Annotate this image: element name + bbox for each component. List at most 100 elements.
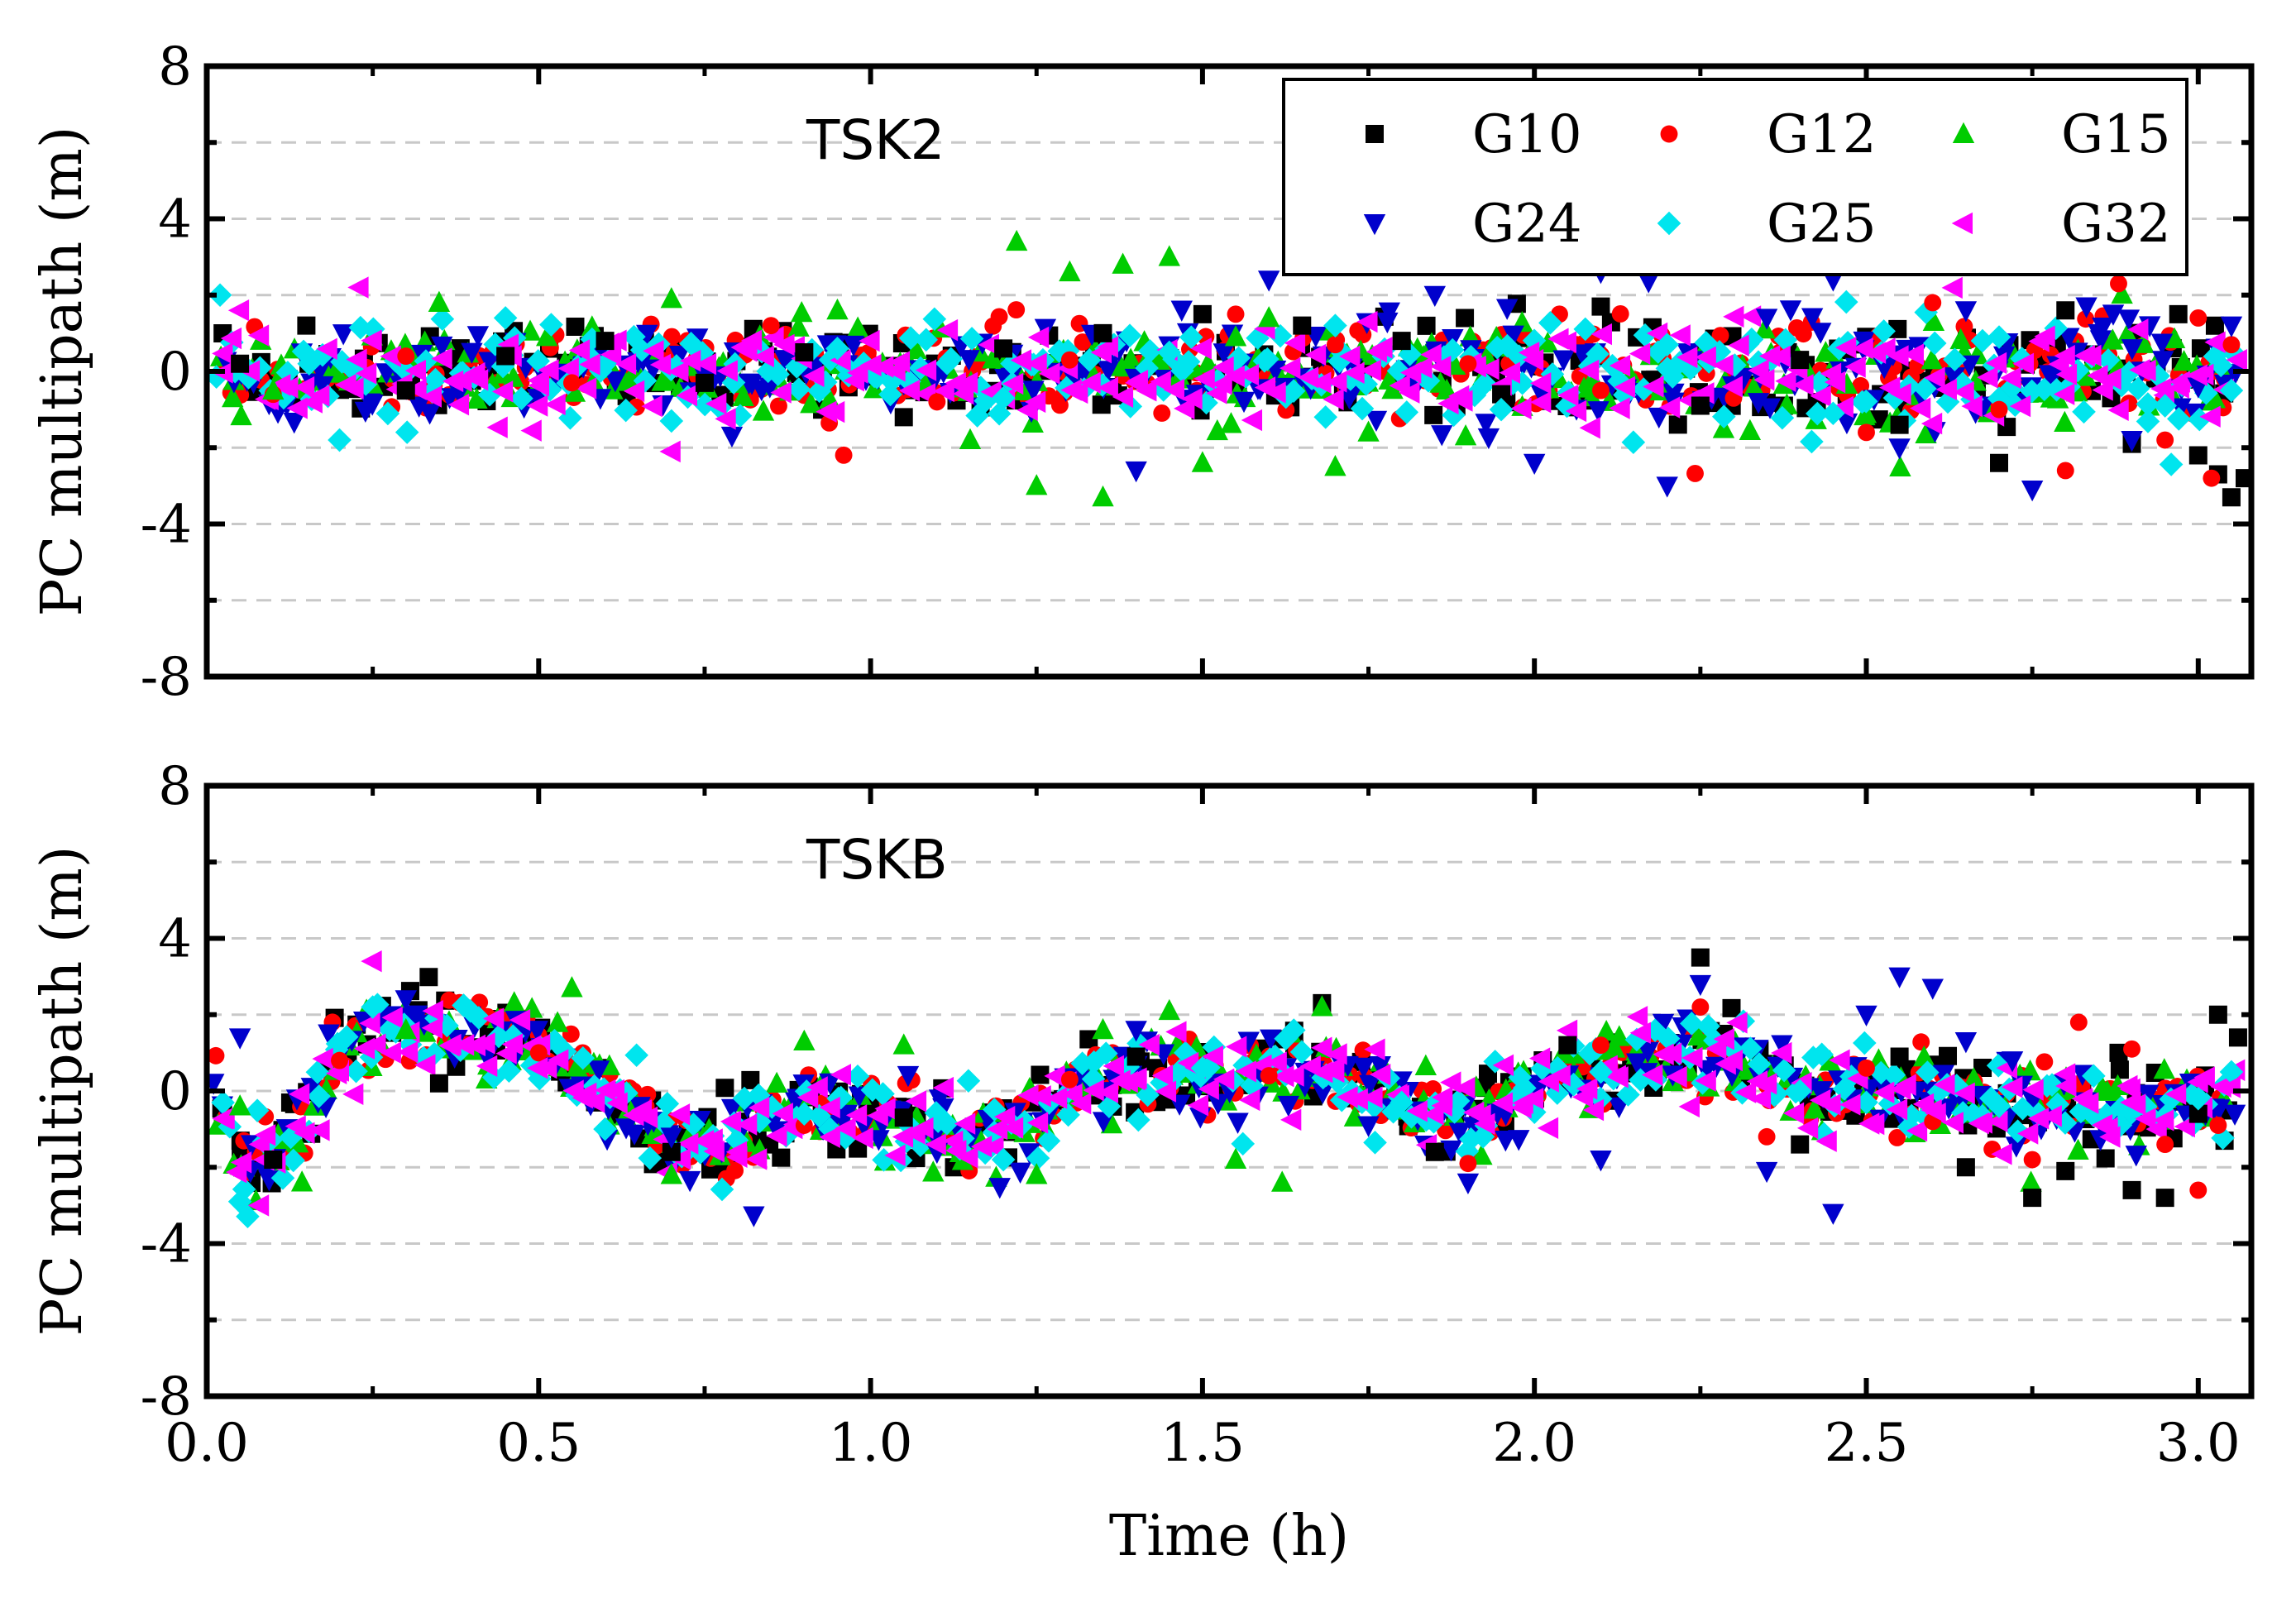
marker-g32	[568, 339, 591, 361]
legend-marker-g10	[1366, 125, 1384, 143]
scatter-points	[207, 948, 2247, 1228]
marker-g10	[1417, 316, 1436, 335]
marker-g25	[237, 366, 261, 390]
marker-g32	[986, 1117, 1008, 1141]
marker-g24	[1477, 428, 1500, 450]
marker-g25	[1386, 359, 1411, 383]
marker-g25	[2126, 376, 2150, 401]
marker-g32	[1669, 324, 1691, 347]
marker-g15	[791, 300, 813, 323]
marker-g25	[1899, 1103, 1924, 1128]
marker-g32	[1906, 1119, 1928, 1142]
marker-g32	[603, 1079, 625, 1102]
marker-g24	[1232, 391, 1256, 414]
marker-g32	[1323, 388, 1344, 411]
marker-g25	[939, 347, 964, 371]
marker-g25	[477, 382, 502, 407]
marker-g25	[2136, 392, 2160, 416]
marker-g32	[1499, 361, 1520, 384]
marker-g15	[793, 1029, 816, 1051]
marker-g32	[1749, 1088, 1772, 1110]
marker-g10	[396, 381, 415, 400]
marker-g15	[1271, 1170, 1294, 1192]
marker-g15	[561, 976, 583, 998]
marker-g32	[1430, 355, 1452, 378]
marker-g25	[1772, 1058, 1796, 1083]
marker-g25	[2006, 1119, 2030, 1143]
marker-g32	[230, 1151, 252, 1174]
marker-g25	[2072, 400, 2096, 424]
marker-g32	[2204, 331, 2226, 353]
marker-g32	[679, 350, 701, 372]
marker-g32	[1695, 346, 1716, 368]
marker-g15	[2163, 327, 2186, 349]
marker-g25	[956, 1069, 981, 1093]
marker-g32	[1590, 323, 1612, 346]
marker-g32	[1002, 372, 1024, 395]
marker-g32	[1510, 1096, 1532, 1119]
legend-label-g32: G32	[2061, 194, 2171, 255]
marker-g32	[476, 1055, 498, 1078]
y-axis-label: PC multipath (m)	[30, 846, 95, 1337]
marker-g32	[1577, 359, 1600, 382]
marker-g32	[1097, 376, 1118, 400]
marker-g32	[2193, 1066, 2215, 1088]
marker-g25	[2187, 407, 2212, 432]
marker-g15	[466, 387, 488, 409]
axis-ticks	[204, 783, 2251, 1399]
marker-g32	[1658, 396, 1681, 419]
marker-g25	[2219, 378, 2244, 403]
marker-g32	[1360, 359, 1381, 381]
marker-g32	[1039, 362, 1060, 385]
marker-g32	[2120, 1091, 2141, 1114]
marker-g32	[1530, 391, 1552, 414]
marker-g12	[1074, 333, 1092, 352]
marker-g25	[1703, 1028, 1727, 1053]
marker-g32	[1834, 337, 1857, 359]
marker-g32	[1522, 348, 1544, 371]
marker-g15	[826, 298, 849, 320]
marker-g32	[1448, 385, 1470, 408]
marker-g32	[1163, 379, 1184, 401]
marker-g32	[438, 1035, 460, 1057]
marker-g15	[428, 290, 451, 312]
marker-g24	[2220, 316, 2243, 337]
x-tick-label: 0.5	[496, 1413, 581, 1474]
x-tick-labels: 0.0 0.5 1.0 1.5 2.0 2.5 3.0	[165, 1413, 2241, 1474]
y-tick-label: 8	[158, 36, 192, 98]
marker-g10	[1691, 948, 1710, 967]
marker-g32	[526, 1057, 548, 1079]
marker-g15	[1224, 1147, 1247, 1170]
marker-g32	[1181, 387, 1203, 410]
marker-g32	[1151, 1065, 1174, 1087]
marker-g32	[1695, 1069, 1716, 1092]
marker-g25	[334, 1025, 359, 1049]
marker-g10	[1722, 998, 1741, 1017]
marker-g32	[2127, 318, 2149, 341]
marker-g10	[2208, 1005, 2227, 1024]
marker-g32	[1666, 1065, 1687, 1088]
marker-g25	[422, 1041, 447, 1066]
marker-g12	[207, 1046, 225, 1065]
marker-g24	[1638, 272, 1660, 294]
marker-g25	[638, 1146, 662, 1170]
marker-g32	[1371, 337, 1393, 359]
marker-g24	[2137, 1084, 2160, 1106]
marker-g25	[1281, 379, 1306, 403]
marker-g32	[2054, 345, 2075, 367]
marker-g32	[636, 1106, 658, 1129]
marker-g15	[892, 1033, 915, 1055]
marker-g32	[212, 342, 233, 365]
marker-g32	[1026, 1112, 1049, 1134]
marker-g32	[1609, 354, 1631, 377]
marker-g32	[293, 376, 315, 399]
marker-g24	[1423, 285, 1447, 308]
marker-g32	[1977, 366, 1998, 389]
marker-g32	[2022, 1079, 2044, 1101]
marker-g15	[1603, 1036, 1626, 1058]
marker-g24	[431, 336, 453, 358]
marker-g10	[1956, 1158, 1975, 1177]
marker-g24	[1689, 974, 1712, 997]
marker-g25	[342, 358, 366, 383]
